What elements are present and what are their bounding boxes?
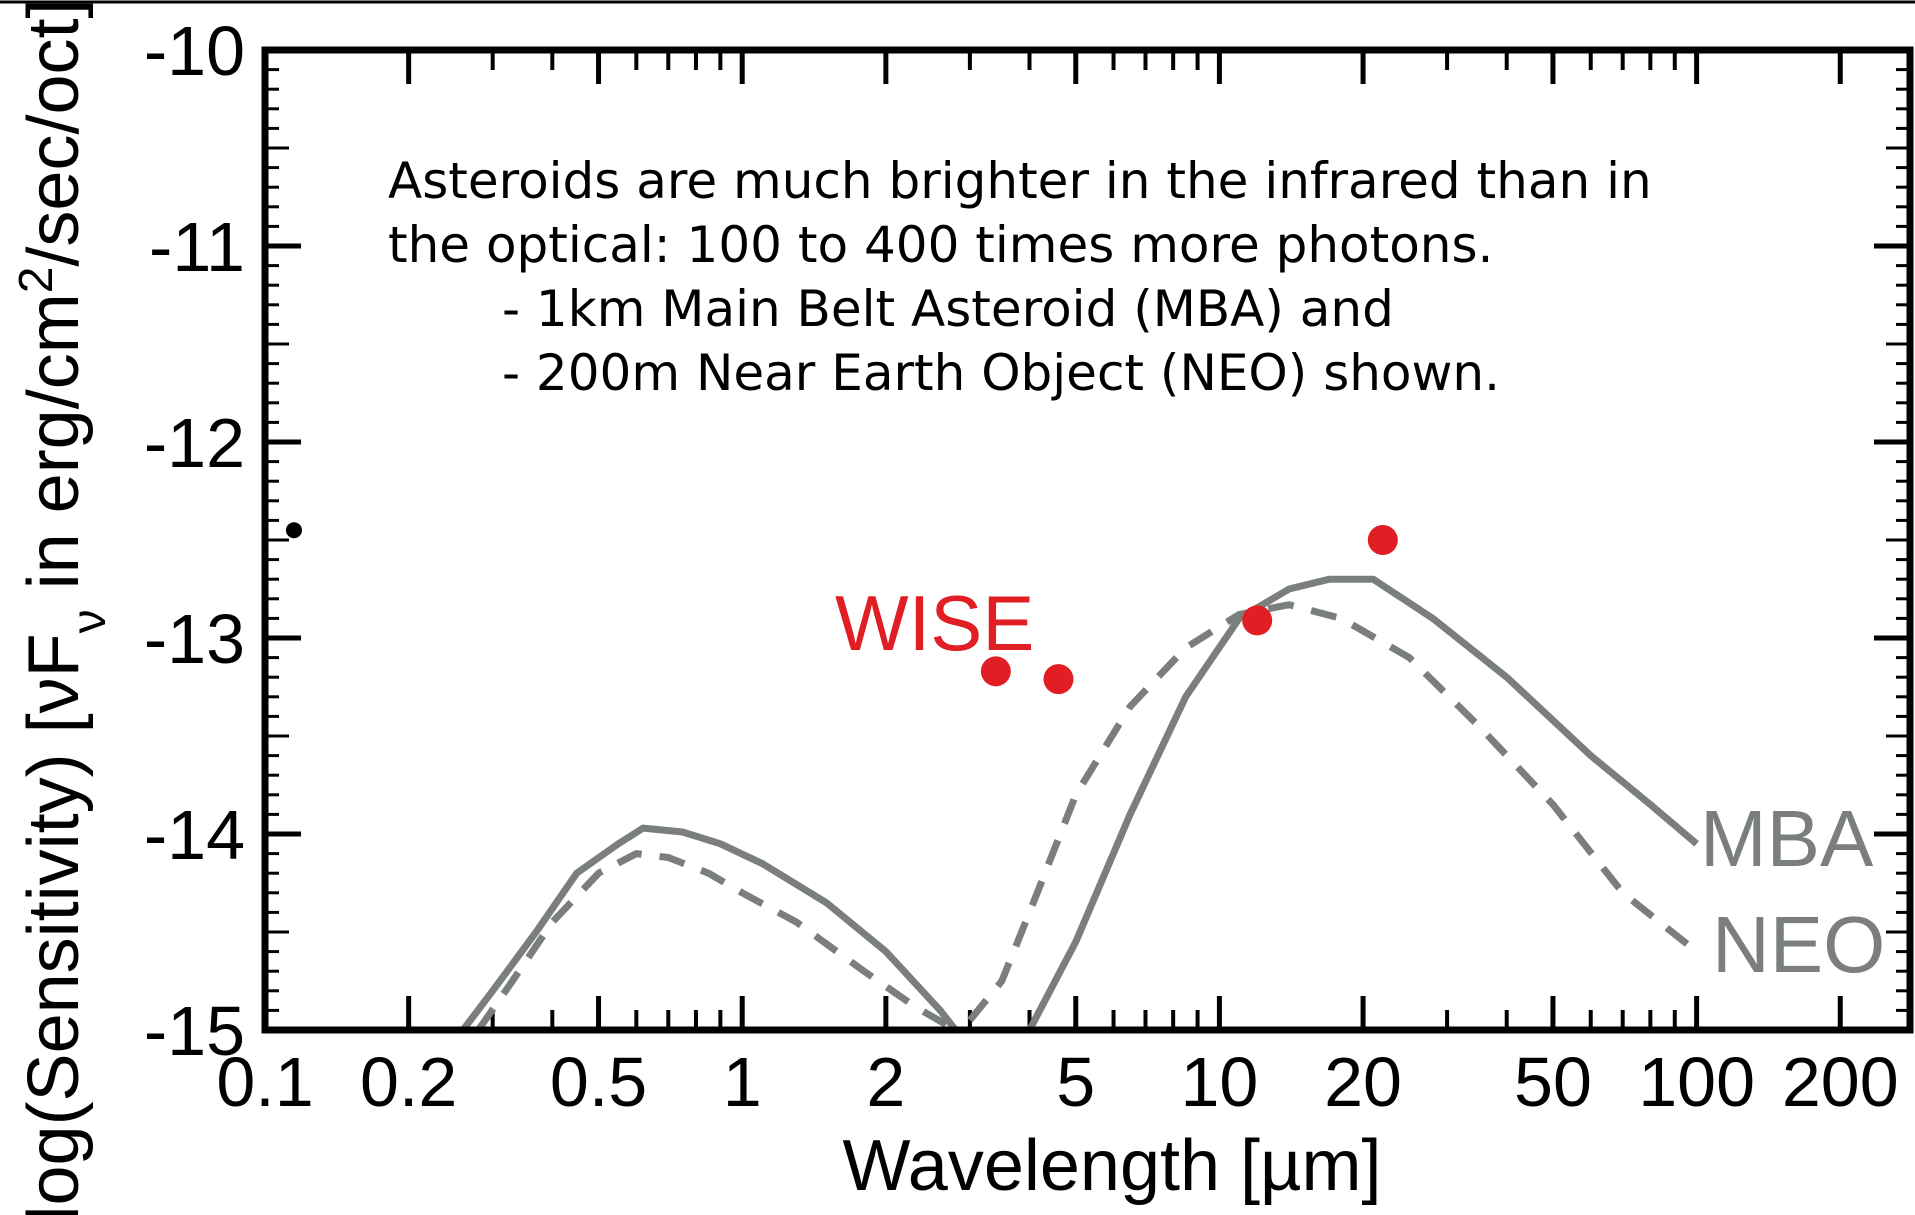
x-tick-label: 0.1 [216, 1043, 313, 1121]
x-tick-label: 0.2 [360, 1043, 457, 1121]
x-tick-label: 1 [723, 1043, 762, 1121]
y-tick-label: -12 [144, 404, 245, 482]
x-tick-label: 20 [1324, 1043, 1402, 1121]
neo-label: NEO [1712, 900, 1885, 989]
series-neo-line [967, 601, 1699, 1023]
y-tick-label: -11 [149, 208, 245, 286]
y-tick-label: -15 [144, 992, 245, 1070]
series-mba-line [1026, 575, 1699, 1032]
annotation-line-3: - 1km Main Belt Asteroid (MBA) and [502, 280, 1394, 338]
marker-dot [285, 522, 302, 539]
wise-label: WISE [835, 579, 1034, 667]
x-tick-label: 50 [1514, 1043, 1592, 1121]
wise-point [1367, 525, 1398, 555]
x-axis-title: Wavelength [µm] [842, 1126, 1381, 1206]
y-axis-title: log(Sensitivity) [νFν in erg/cm2/sec/oct… [10, 0, 116, 1215]
annotation: Asteroids are much brighter in the infra… [388, 152, 1652, 402]
annotation-line-4: - 200m Near Earth Object (NEO) shown. [502, 344, 1500, 402]
series-mba-line [460, 824, 959, 1033]
x-tick-label: 2 [866, 1043, 905, 1121]
x-tick-label: 5 [1056, 1043, 1095, 1121]
wise-point [980, 656, 1011, 687]
series-lines [460, 575, 1699, 1034]
wise-point [1242, 605, 1273, 636]
data-points [285, 522, 1398, 695]
annotation-line-1: Asteroids are much brighter in the infra… [388, 152, 1652, 210]
y-tick-label: -13 [144, 600, 245, 678]
x-tick-label: 10 [1180, 1043, 1258, 1121]
y-tick-label: -10 [144, 12, 245, 90]
tick-labels: 0.1 0.2 0.5 1 2 5 10 20 50 100 200 -10 -11 -12 -13 -14 -… [144, 12, 1899, 1121]
x-tick-label: 200 [1782, 1043, 1899, 1121]
mba-label: MBA [1700, 794, 1874, 883]
wise-point [1043, 664, 1074, 695]
x-tick-label: 0.5 [550, 1043, 647, 1121]
annotation-line-2: the optical: 100 to 400 times more photo… [388, 216, 1493, 274]
plot-frame [261, 46, 1914, 1034]
x-tick-label: 100 [1638, 1043, 1755, 1121]
y-tick-label: -14 [144, 796, 245, 874]
